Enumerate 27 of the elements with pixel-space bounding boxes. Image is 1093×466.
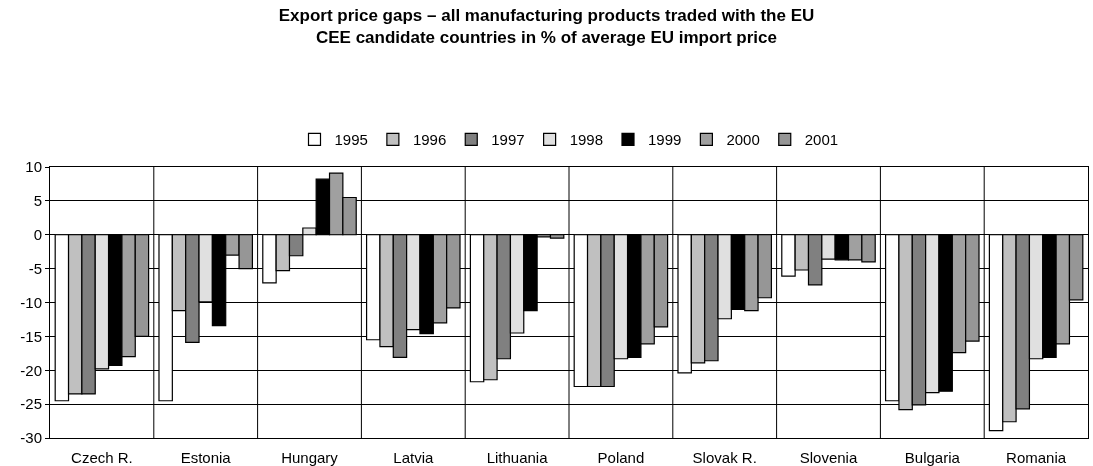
y-tick-label: -30: [20, 429, 42, 447]
x-tick-label: Lithuania: [486, 449, 549, 466]
x-tick-label: Romania: [1006, 449, 1067, 466]
x-tick-label: Czech R.: [71, 449, 133, 466]
y-tick-label: -25: [20, 395, 42, 413]
legend-label: 2000: [726, 131, 760, 149]
legend-label: 1995: [334, 131, 368, 149]
x-tick-label: Slovak R.: [692, 449, 757, 466]
y-tick-label: -20: [20, 361, 42, 379]
y-tick-label: -15: [20, 327, 42, 345]
legend-label: 2001: [804, 131, 839, 149]
y-tick-label: 10: [25, 158, 42, 176]
x-tick-label: Bulgaria: [904, 449, 961, 466]
legend-label: 1999: [648, 131, 682, 149]
legend-label: 1996: [412, 131, 447, 149]
legend-label: 1997: [491, 131, 525, 149]
x-tick-label: Hungary: [281, 449, 339, 466]
y-tick-label: -10: [20, 293, 42, 311]
y-tick-label: 0: [33, 226, 42, 243]
chart-title: Export price gaps – all manufacturing products traded with the EU CEE candidate countries in % of average EU import price: [278, 5, 815, 48]
y-tick-label: 5: [33, 192, 42, 210]
x-tick-label: Estonia: [180, 449, 232, 466]
x-tick-label: Slovenia: [799, 449, 858, 466]
legend-label: 1998: [569, 131, 603, 149]
x-tick-label: Poland: [597, 449, 645, 466]
y-tick-label: -5: [28, 259, 42, 277]
x-tick-label: Latvia: [393, 449, 434, 466]
